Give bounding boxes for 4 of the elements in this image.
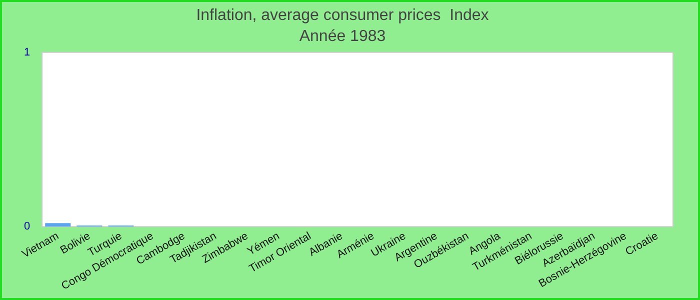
y-tick-label: 1 bbox=[24, 46, 30, 58]
chart-subtitle: Année 1983 bbox=[299, 28, 386, 46]
chart-title: Inflation, average consumer prices Index bbox=[196, 7, 489, 24]
y-tick-label: 0 bbox=[24, 220, 30, 233]
